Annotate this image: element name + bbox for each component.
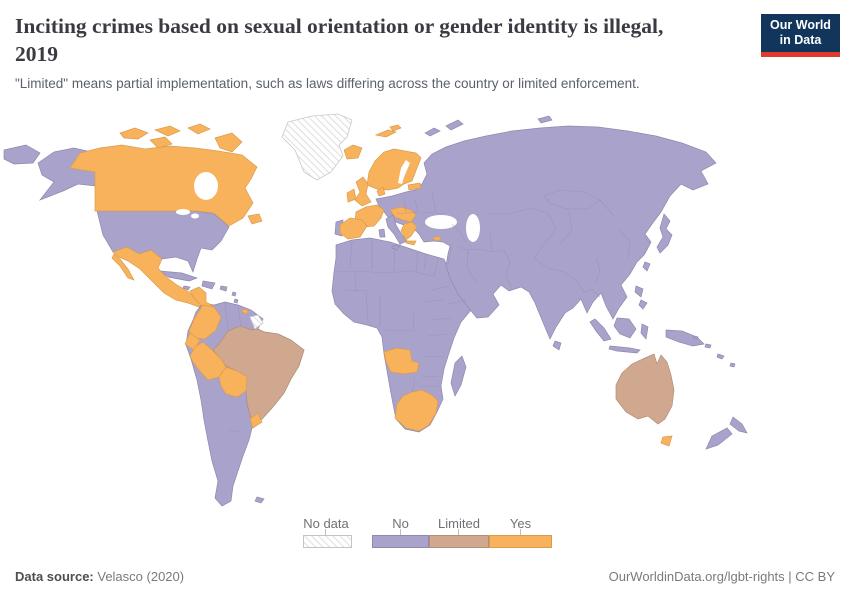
region-cuba[interactable] bbox=[158, 270, 199, 282]
region-arctic-islands[interactable] bbox=[424, 115, 553, 137]
world-map bbox=[3, 113, 748, 507]
region-eurasia[interactable] bbox=[375, 125, 717, 340]
hudson-bay bbox=[194, 172, 218, 200]
africa-country-borders bbox=[335, 240, 467, 393]
region-sri-lanka[interactable] bbox=[552, 340, 562, 351]
region-iceland[interactable] bbox=[343, 144, 363, 160]
legend-label-yes: Yes bbox=[509, 516, 532, 531]
legend-tick-yes bbox=[520, 529, 521, 535]
region-philippines[interactable] bbox=[634, 285, 648, 310]
region-tasmania[interactable] bbox=[660, 435, 673, 447]
region-chukotka[interactable] bbox=[3, 144, 41, 165]
legend-label-no-data: No data bbox=[303, 516, 349, 531]
data-source: Data source: Velasco (2020) bbox=[15, 569, 184, 584]
region-balkans[interactable] bbox=[389, 206, 417, 223]
region-ireland[interactable] bbox=[346, 188, 357, 203]
page-subtitle: "Limited" means partial implementation, … bbox=[15, 76, 640, 91]
region-madagascar[interactable] bbox=[450, 355, 467, 397]
region-guatemala-honduras[interactable] bbox=[189, 286, 214, 312]
region-australia[interactable] bbox=[615, 353, 675, 425]
data-source-label: Data source: bbox=[15, 569, 94, 584]
region-svalbard[interactable] bbox=[374, 124, 402, 138]
region-new-guinea[interactable] bbox=[665, 329, 705, 347]
region-scandinavia[interactable] bbox=[366, 148, 422, 191]
region-united-kingdom[interactable] bbox=[354, 176, 372, 207]
region-canada[interactable] bbox=[69, 144, 258, 227]
region-cyprus[interactable] bbox=[432, 236, 442, 242]
legend-swatch-no-data[interactable] bbox=[303, 535, 352, 548]
data-source-value: Velasco (2020) bbox=[93, 569, 185, 584]
region-canadian-arctic[interactable] bbox=[119, 123, 263, 225]
footer-link[interactable]: OurWorldinData.org/lgbt-rights | CC BY bbox=[608, 569, 835, 584]
region-italy[interactable] bbox=[378, 214, 408, 251]
region-indonesia[interactable] bbox=[589, 317, 649, 354]
caspian-sea bbox=[466, 214, 480, 242]
owid-logo[interactable]: Our World in Data bbox=[761, 14, 840, 57]
region-japan[interactable] bbox=[656, 213, 673, 254]
region-uruguay[interactable] bbox=[249, 412, 263, 429]
region-trinidad[interactable] bbox=[241, 308, 249, 315]
owid-logo-line2: in Data bbox=[779, 33, 822, 47]
legend-label-no: No bbox=[392, 516, 409, 531]
legend-swatch-yes[interactable] bbox=[489, 535, 552, 548]
region-angola[interactable] bbox=[383, 347, 420, 375]
legend-swatch-no[interactable] bbox=[372, 535, 429, 548]
black-sea bbox=[425, 215, 457, 229]
gulf-of-bothnia bbox=[398, 160, 410, 184]
sea-overlays bbox=[176, 160, 480, 242]
legend-tick-limited bbox=[458, 529, 459, 535]
legend-tick-no bbox=[400, 529, 401, 535]
region-spain[interactable] bbox=[339, 217, 368, 240]
region-ecuador[interactable] bbox=[184, 332, 201, 351]
region-estonia[interactable] bbox=[407, 182, 422, 191]
region-greece[interactable] bbox=[400, 221, 418, 246]
region-new-zealand[interactable] bbox=[705, 416, 748, 450]
south-america-country-borders bbox=[224, 301, 252, 433]
eurasia-country-borders bbox=[395, 189, 651, 298]
region-falkland[interactable] bbox=[254, 496, 265, 504]
region-south-africa[interactable] bbox=[394, 389, 439, 432]
region-taiwan[interactable] bbox=[642, 261, 651, 272]
region-greenland[interactable] bbox=[281, 113, 353, 181]
region-caribbean-islands[interactable] bbox=[182, 280, 239, 304]
page-title: Inciting crimes based on sexual orientat… bbox=[15, 14, 664, 67]
region-french-guiana[interactable] bbox=[249, 314, 264, 330]
region-pacific-islands[interactable] bbox=[692, 335, 736, 368]
legend-label-limited: Limited bbox=[438, 516, 480, 531]
legend-swatch-limited[interactable] bbox=[429, 535, 489, 548]
great-lakes-east bbox=[191, 213, 199, 219]
owid-logo-line1: Our World bbox=[770, 18, 831, 32]
legend-tick-no-data bbox=[325, 529, 326, 535]
region-denmark[interactable] bbox=[376, 186, 386, 197]
great-lakes bbox=[176, 209, 190, 215]
